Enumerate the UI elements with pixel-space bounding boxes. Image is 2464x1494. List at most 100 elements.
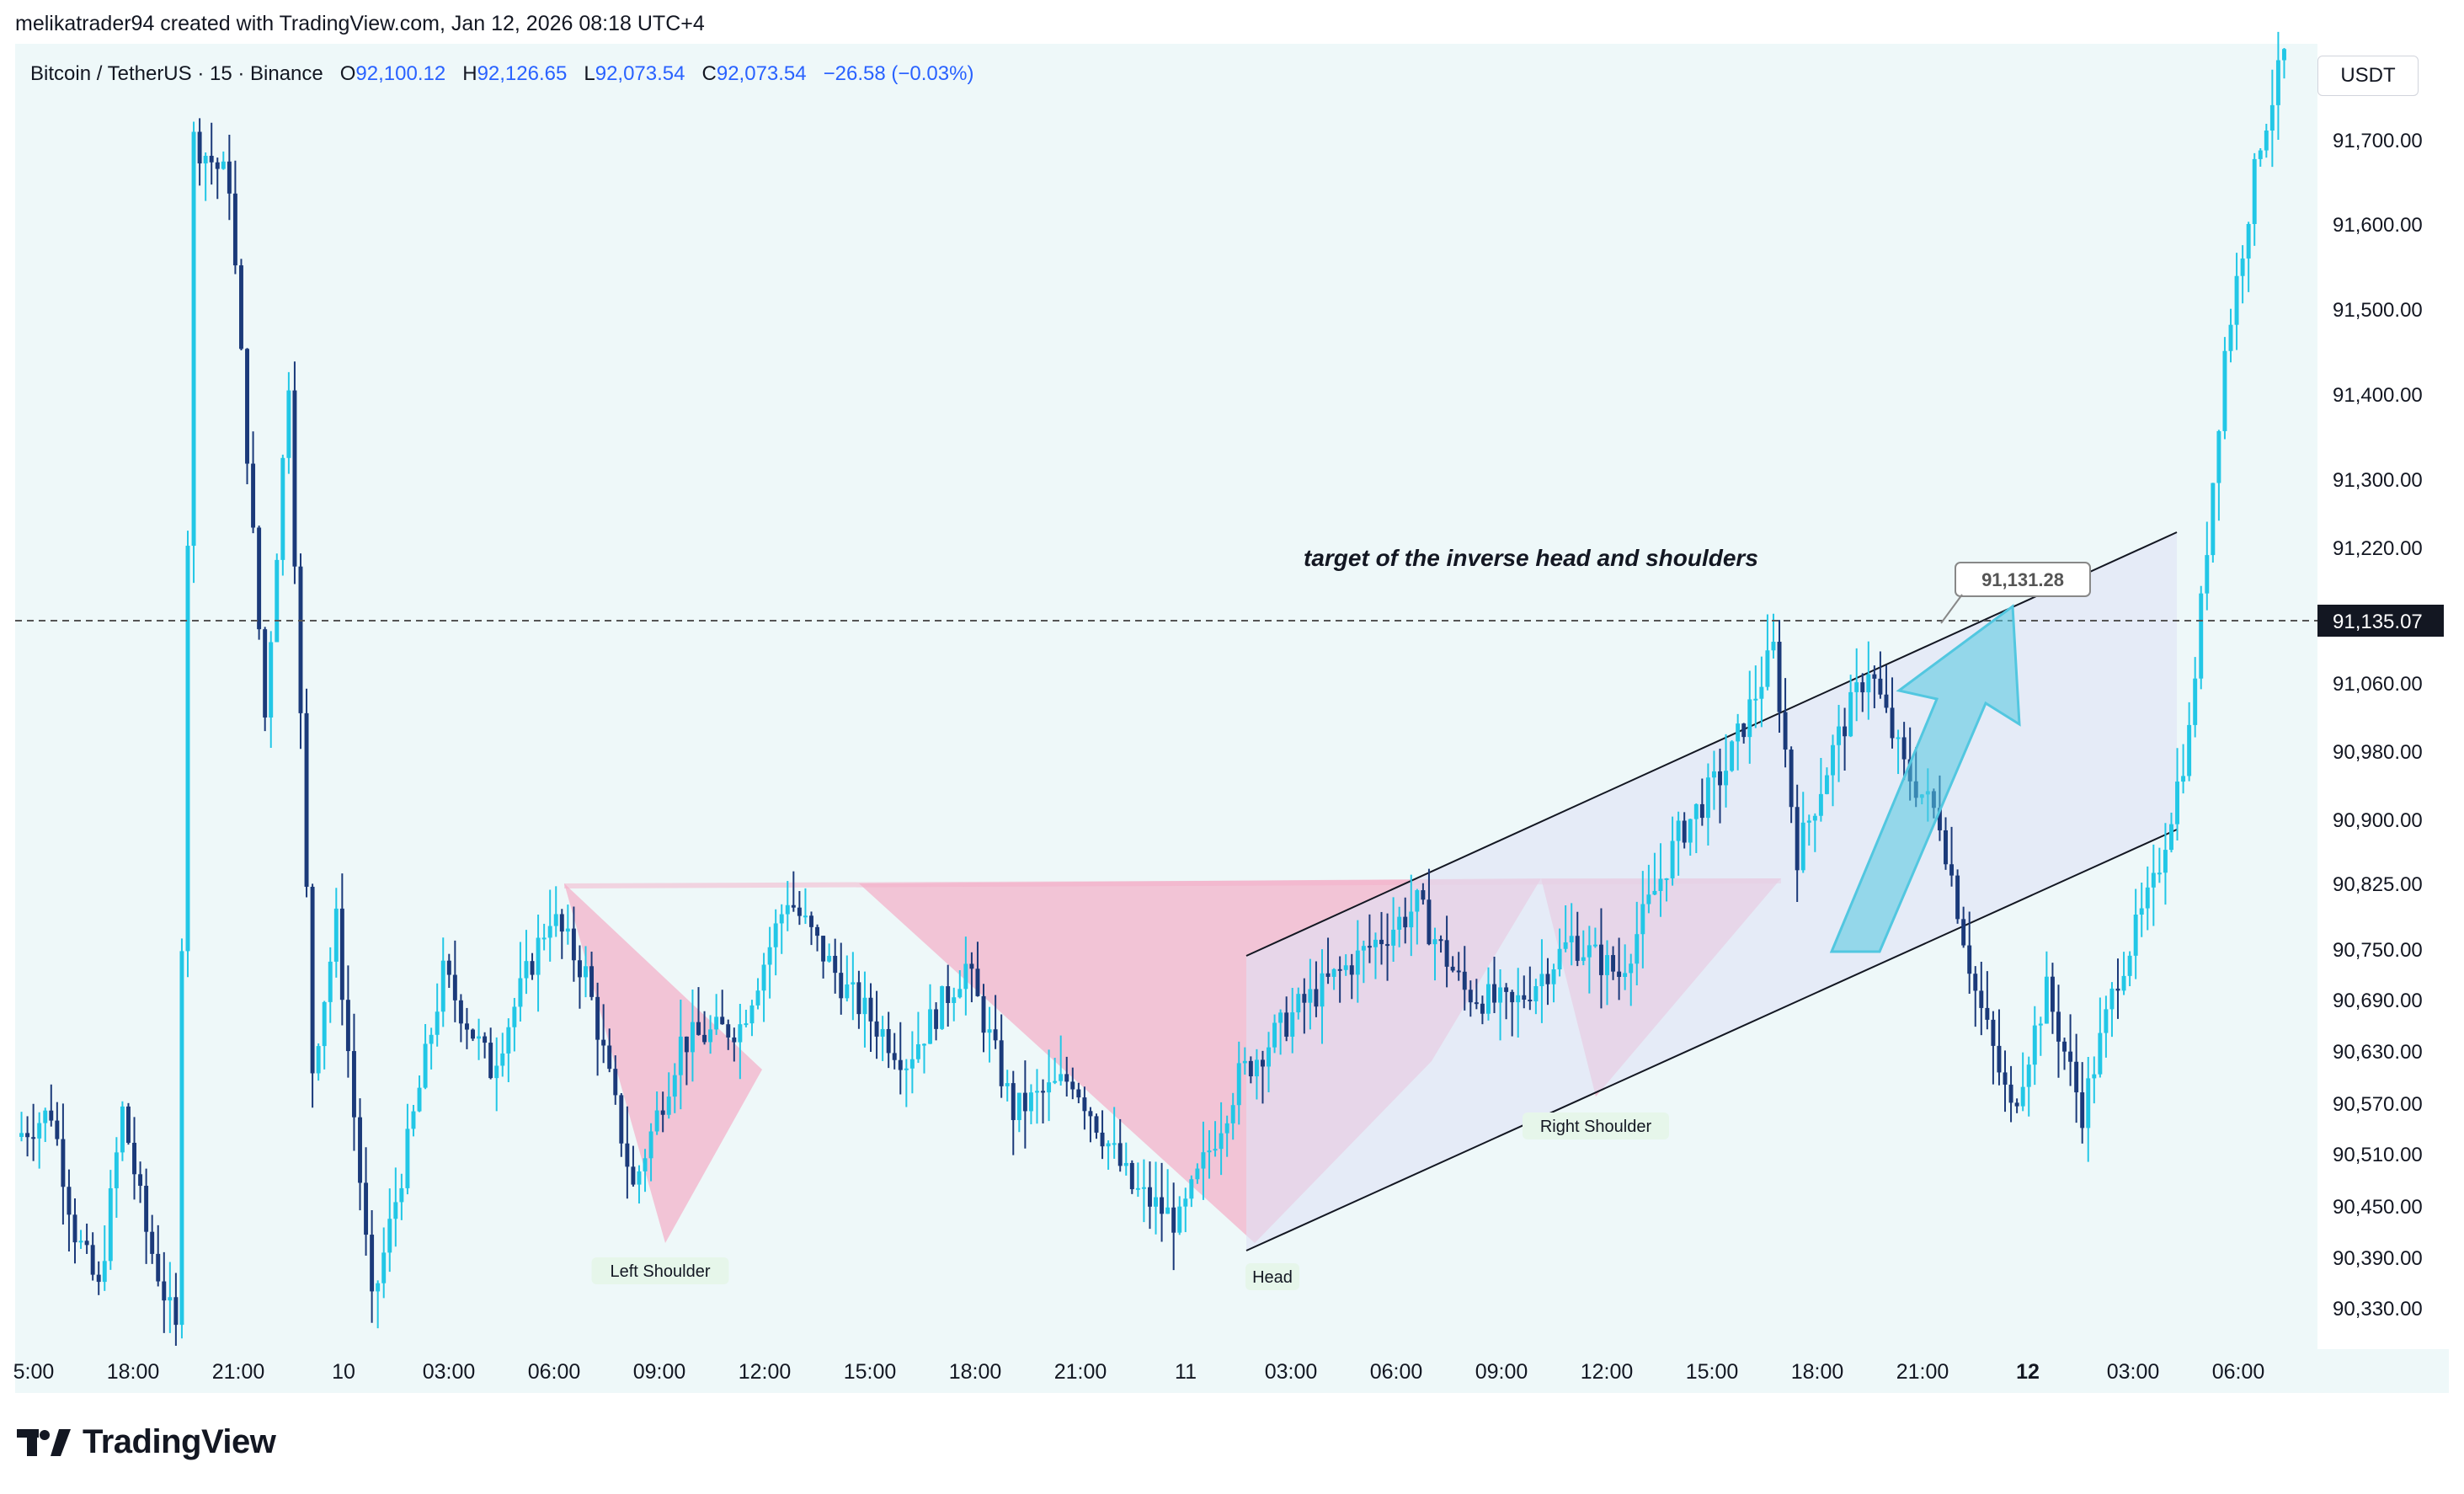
head-label-text: Head <box>1252 1268 1293 1287</box>
candle-body <box>1605 955 1609 975</box>
candle <box>1450 956 1455 973</box>
candle-body <box>1516 995 1521 1003</box>
candle <box>761 952 766 1022</box>
candle-body <box>1391 929 1396 946</box>
x-tick-label: 06:00 <box>2212 1360 2265 1384</box>
currency-selector-button[interactable]: USDT <box>2317 56 2419 96</box>
candle-body <box>150 1231 155 1254</box>
candle-body <box>2199 593 2204 679</box>
tradingview-logo[interactable]: TradingView <box>17 1423 276 1461</box>
candle-body <box>494 1065 499 1079</box>
x-tick-label: 09:00 <box>633 1360 686 1384</box>
candle <box>1106 1140 1111 1170</box>
candle <box>197 118 202 186</box>
candle-body <box>1504 987 1509 992</box>
candle-body <box>1213 1149 1218 1151</box>
candle-body <box>678 1036 683 1075</box>
x-tick-label: 15:00 <box>1686 1360 1739 1384</box>
candle <box>1693 803 1699 854</box>
candle <box>1843 707 1848 771</box>
candle <box>263 627 268 732</box>
candle <box>1516 968 1521 1038</box>
candle <box>257 526 262 640</box>
candle <box>1035 1069 1039 1124</box>
candle-body <box>1076 1089 1081 1098</box>
candle-body <box>1623 973 1628 977</box>
candle <box>96 1261 101 1295</box>
candle-body <box>126 1106 131 1143</box>
candle-body <box>1884 694 1889 708</box>
candle <box>648 1123 653 1182</box>
candle-body <box>1492 984 1496 1003</box>
candle <box>957 970 963 999</box>
candle-body <box>1831 744 1835 776</box>
candle-body <box>571 928 576 961</box>
candle <box>940 985 945 1030</box>
candle-body <box>1373 939 1378 947</box>
candle-body <box>1967 945 1972 974</box>
candle <box>726 1019 731 1050</box>
candle <box>393 1167 398 1247</box>
candle-body <box>987 1029 992 1033</box>
candle <box>102 1225 107 1291</box>
candle <box>1438 935 1443 953</box>
candle-body <box>815 926 820 936</box>
candle-body <box>84 1241 89 1246</box>
candle <box>114 1137 119 1219</box>
candle <box>1403 897 1408 944</box>
candle-body <box>1522 995 1527 1000</box>
candle-body <box>1973 974 1978 991</box>
candle <box>84 1223 89 1254</box>
candle-body <box>1064 1074 1069 1082</box>
head-label-bg <box>1245 1263 1299 1290</box>
candle-layer <box>19 31 2286 1347</box>
candle-body <box>173 1297 179 1326</box>
annotation-title: target of the inverse head and shoulders <box>1304 545 1758 571</box>
candle-body <box>1771 642 1776 651</box>
candle-body <box>1462 971 1467 990</box>
current-price-badge-text: 91,135.07 <box>2333 611 2423 633</box>
candle <box>61 1103 66 1225</box>
candle-body <box>1450 966 1455 971</box>
candle <box>2038 1016 2043 1056</box>
candle <box>1884 664 1889 713</box>
left-shoulder-triangle <box>564 883 762 1243</box>
candle-body <box>238 265 243 349</box>
candle <box>500 1032 505 1077</box>
right-shoulder-label: Right Shoulder <box>1523 1112 1669 1139</box>
candle-body <box>429 1034 434 1044</box>
candle <box>381 1227 387 1299</box>
symbol-legend: Bitcoin / TetherUS · 15 · Binance O92,10… <box>30 62 973 86</box>
candle <box>625 1106 630 1199</box>
candle-body <box>892 1053 897 1060</box>
candle-body <box>1640 904 1645 935</box>
candle-body <box>506 1027 511 1054</box>
candle-body <box>2175 782 2179 824</box>
candle <box>78 1230 83 1249</box>
candle-body <box>2252 158 2257 225</box>
candle-body <box>1890 707 1895 739</box>
candle-body <box>1219 1133 1224 1150</box>
candle-body <box>2163 850 2168 873</box>
candle <box>2086 1057 2091 1162</box>
candle-body <box>43 1110 48 1123</box>
candle-body <box>856 982 861 1015</box>
head-label: Head <box>1245 1263 1299 1290</box>
candle-body <box>625 1143 630 1167</box>
chart-credit: melikatrader94 created with TradingView.… <box>15 12 705 35</box>
candle-body <box>957 989 963 998</box>
candle <box>1890 677 1895 749</box>
open-label: O <box>339 62 356 85</box>
candle-body <box>547 926 552 938</box>
candle <box>1421 883 1426 905</box>
candle <box>868 983 873 1053</box>
candle-body <box>1800 822 1805 871</box>
y-tick-label: 90,980.00 <box>2333 741 2423 764</box>
candle-body <box>1160 1197 1165 1214</box>
candle-body <box>613 1069 618 1096</box>
candle-body <box>862 997 867 1015</box>
candle <box>1267 1032 1271 1093</box>
candle-body <box>132 1142 136 1175</box>
candle-body <box>702 1034 707 1043</box>
